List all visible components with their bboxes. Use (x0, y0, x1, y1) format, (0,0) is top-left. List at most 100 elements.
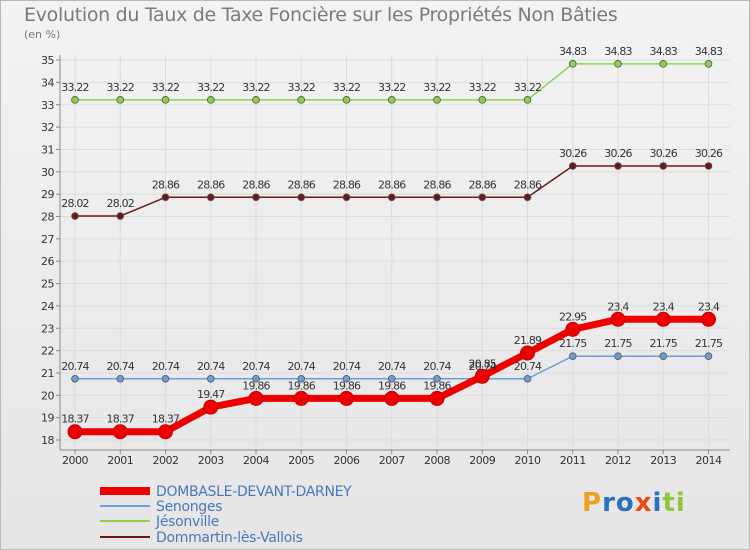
data-label: 20.74 (423, 360, 451, 373)
data-point (71, 374, 79, 383)
data-label: 33.22 (61, 81, 89, 94)
data-label: 28.86 (152, 178, 180, 191)
x-tick-label: 2006 (334, 454, 360, 467)
data-label: 23.4 (607, 300, 629, 313)
data-point (203, 399, 219, 415)
data-label: 20.85 (469, 357, 497, 370)
x-tick-label: 2003 (198, 454, 224, 467)
data-label: 30.26 (695, 147, 723, 160)
data-label: 20.74 (107, 360, 135, 373)
data-label: 28.02 (107, 197, 135, 210)
data-label: 33.22 (288, 81, 316, 94)
data-label: 20.74 (378, 360, 406, 373)
data-point (387, 96, 396, 104)
data-point (565, 321, 581, 337)
data-point (339, 390, 354, 406)
data-label: 33.22 (378, 81, 406, 94)
data-label: 21.75 (650, 337, 678, 350)
data-point (206, 96, 215, 104)
data-point (67, 424, 83, 440)
y-tick-label: 31 (41, 143, 54, 156)
x-tick-label: 2001 (107, 454, 133, 467)
data-point (252, 96, 260, 104)
legend-swatch (100, 487, 150, 495)
x-tick-label: 2010 (515, 454, 541, 467)
data-label: 28.86 (378, 178, 406, 191)
data-label: 21.75 (695, 337, 723, 350)
data-label: 20.74 (61, 360, 89, 373)
data-point (478, 96, 487, 104)
data-point (433, 193, 441, 202)
data-point (116, 374, 125, 383)
data-point (520, 345, 535, 361)
x-tick-label: 2004 (243, 454, 269, 467)
legend-swatch (100, 505, 150, 507)
data-point (704, 162, 713, 170)
data-label: 21.89 (514, 334, 542, 347)
x-tick-label: 2014 (696, 454, 722, 467)
data-point (112, 424, 128, 440)
data-label: 33.22 (197, 81, 225, 94)
data-label: 30.26 (650, 147, 678, 160)
data-point (387, 374, 396, 383)
data-label: 19.86 (333, 379, 361, 392)
y-tick-label: 28 (41, 211, 54, 224)
data-label: 20.74 (197, 360, 225, 373)
x-tick-label: 2002 (153, 454, 179, 467)
y-axis-unit: (en %) (24, 28, 61, 41)
data-point (433, 374, 441, 383)
legend-label: Jésonville (156, 514, 220, 530)
x-tick-label: 2011 (560, 454, 586, 467)
data-label: 22.95 (559, 310, 587, 323)
data-label: 28.86 (469, 178, 497, 191)
data-label: 23.4 (653, 300, 675, 313)
data-point (610, 311, 626, 327)
data-point (659, 60, 668, 68)
data-point (206, 374, 215, 383)
data-label: 33.22 (333, 81, 361, 94)
data-point (71, 96, 79, 104)
data-point (252, 374, 260, 383)
proxiti-logo: Proxiti (582, 488, 686, 518)
data-label: 18.37 (61, 413, 89, 426)
legend-label: Senonges (156, 499, 223, 515)
y-tick-label: 29 (41, 188, 54, 201)
y-tick-label: 34 (41, 76, 54, 89)
data-label: 28.86 (197, 178, 225, 191)
data-label: 20.74 (242, 360, 270, 373)
y-tick-label: 33 (41, 99, 54, 112)
grid-lines (60, 55, 730, 450)
data-label: 19.86 (242, 379, 270, 392)
data-point (293, 390, 309, 406)
data-label: 19.47 (197, 388, 225, 401)
data-point (161, 193, 170, 202)
legend-label: Dommartin-lès-Vallois (156, 530, 303, 546)
data-point (655, 311, 671, 327)
data-label: 19.86 (423, 379, 451, 392)
y-tick-label: 32 (41, 121, 54, 134)
y-tick-label: 30 (41, 166, 54, 179)
y-tick-label: 22 (41, 345, 54, 358)
data-point (614, 352, 622, 360)
data-label: 20.74 (333, 360, 361, 373)
data-point (387, 193, 396, 202)
data-point (248, 390, 264, 406)
data-label: 28.86 (423, 178, 451, 191)
data-label: 33.22 (107, 81, 135, 94)
data-label: 18.37 (107, 413, 135, 426)
y-tick-label: 23 (41, 322, 54, 335)
data-labels: 20.74 20.74 20.74 20.74 20.74 20.74 20.74 20.74… (61, 45, 724, 426)
data-label: 30.26 (604, 147, 632, 160)
data-point (659, 162, 668, 170)
data-point (614, 162, 622, 170)
chart-title: Evolution du Taux de Taxe Foncière sur l… (24, 4, 618, 26)
data-label: 20.74 (152, 360, 180, 373)
y-tick-label: 25 (41, 278, 54, 291)
y-tick-label: 21 (41, 367, 54, 380)
data-point (161, 96, 170, 104)
data-point (704, 60, 713, 68)
x-tick-label: 2012 (605, 454, 631, 467)
data-point (433, 96, 441, 104)
